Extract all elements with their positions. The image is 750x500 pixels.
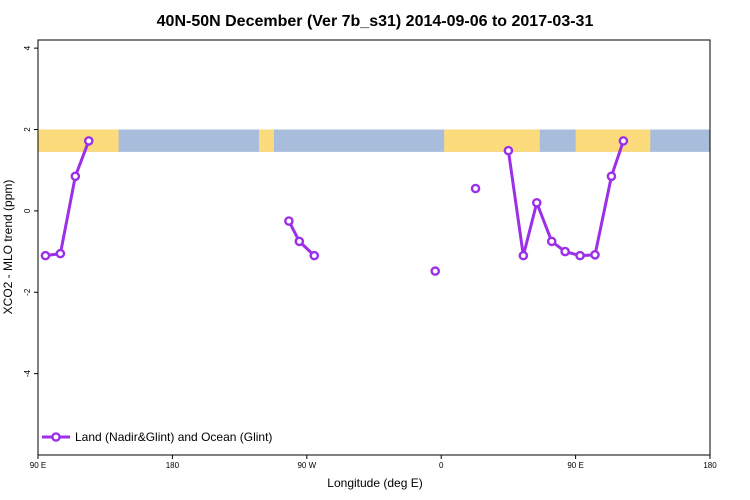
data-point (40, 250, 51, 261)
data-point (83, 136, 94, 146)
data-point (575, 250, 585, 261)
data-point (531, 197, 542, 208)
data-point (294, 236, 305, 247)
y-axis-label: XCO2 - MLO trend (ppm) (1, 180, 15, 315)
data-point (546, 236, 557, 247)
data-point (590, 250, 600, 260)
legend: Land (Nadir&Glint) and Ocean (Glint) (42, 430, 272, 444)
series-line (506, 140, 625, 258)
data-point (55, 248, 66, 259)
x-axis-label: Longitude (deg E) (327, 476, 422, 490)
data-point (284, 216, 294, 226)
map-land (444, 129, 540, 152)
y-tick-label: 4 (23, 45, 32, 50)
chart-title: 40N-50N December (Ver 7b_s31) 2014-09-06… (157, 13, 594, 30)
x-tick-label: 0 (439, 461, 444, 470)
map-land (259, 129, 274, 152)
data-point (518, 250, 529, 261)
x-tick-label: 90 W (297, 461, 316, 470)
x-tick-label: 180 (166, 461, 180, 470)
map-ocean (38, 129, 710, 152)
data-point (430, 266, 441, 276)
data-point (70, 171, 81, 182)
legend-marker (51, 432, 61, 442)
x-axis: 90 E 180 90 W 0 90 E 180 (30, 455, 717, 470)
data-point (309, 250, 320, 261)
legend-label: Land (Nadir&Glint) and Ocean (Glint) (75, 430, 272, 444)
y-tick-label: 2 (23, 127, 32, 132)
y-tick-label: 0 (23, 208, 32, 213)
data-point (560, 246, 570, 257)
plot-frame (37, 39, 711, 456)
data-point (470, 183, 481, 194)
map-land (38, 129, 119, 152)
series-line (45, 140, 91, 258)
x-tick-label: 90 E (30, 461, 46, 470)
x-tick-label: 90 E (567, 461, 583, 470)
map-land (575, 129, 651, 152)
map-band (38, 129, 710, 152)
y-tick-label: -4 (23, 370, 32, 378)
x-tick-label: 180 (703, 461, 717, 470)
data-point (618, 136, 629, 146)
data-point (606, 171, 617, 182)
y-axis: 4 2 0 -2 -4 (23, 45, 38, 377)
data-point (503, 145, 514, 156)
y-tick-label: -2 (23, 288, 32, 296)
series-layer (40, 136, 629, 276)
